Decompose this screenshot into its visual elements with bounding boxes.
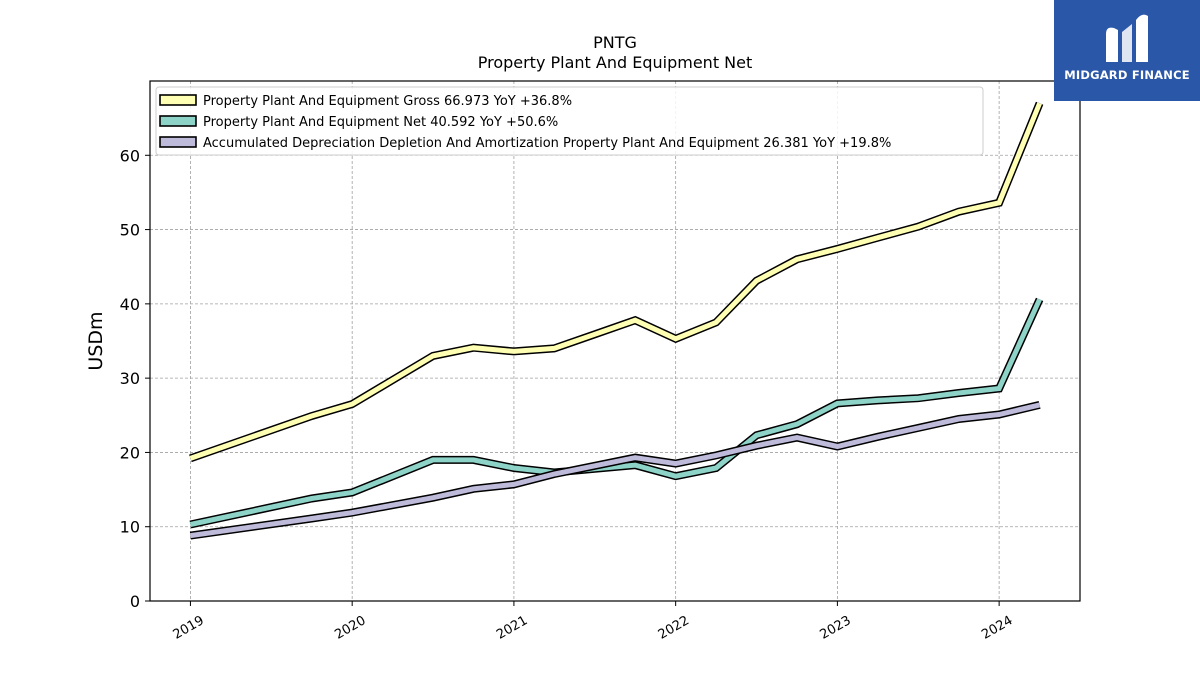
legend-swatch-3: [159, 136, 197, 148]
x-tick-label: 2022: [656, 613, 692, 643]
series-line-1: [189, 102, 1042, 461]
y-tick-label: 30: [120, 369, 140, 388]
series-outline-1: [189, 101, 1044, 463]
y-axis-ticks: 0 10 20 30 40 50 60: [120, 146, 150, 611]
logo-text: MIDGARD FINANCE: [1064, 68, 1190, 82]
y-tick-label: 60: [120, 146, 140, 165]
y-tick-label: 40: [120, 295, 140, 314]
brand-logo: MIDGARD FINANCE: [1054, 0, 1200, 101]
x-tick-label: 2024: [979, 613, 1015, 643]
chart-subtitle: Property Plant And Equipment Net: [478, 53, 753, 72]
legend-swatch-2: [159, 115, 197, 127]
legend: Property Plant And Equipment Gross 66.97…: [155, 86, 984, 156]
y-tick-label: 50: [120, 221, 140, 240]
y-tick-label: 20: [120, 443, 140, 462]
legend-frame: [155, 86, 984, 156]
legend-label-2: Property Plant And Equipment Net 40.592 …: [203, 115, 558, 130]
midgard-logo-icon: [1106, 14, 1148, 63]
chart-title: PNTG: [593, 33, 637, 52]
y-tick-label: 10: [120, 518, 140, 537]
y-axis-label: USDm: [85, 311, 107, 370]
series-lines: [189, 101, 1044, 540]
plot-frame: [149, 80, 1081, 602]
legend-label-1: Property Plant And Equipment Gross 66.97…: [203, 94, 572, 109]
x-tick-label: 2021: [494, 613, 530, 643]
x-tick-label: 2020: [332, 613, 368, 643]
x-axis-ticks: 2019 2020 2021 2022 2023 2024: [171, 601, 1015, 643]
legend-swatch-1: [159, 94, 197, 106]
x-tick-label: 2019: [171, 613, 207, 643]
series-line-3: [190, 402, 1041, 539]
y-tick-label: 0: [130, 592, 140, 611]
x-tick-label: 2023: [818, 613, 854, 643]
series-line-2: [189, 298, 1042, 527]
legend-label-3: Accumulated Depreciation Depletion And A…: [203, 136, 891, 151]
